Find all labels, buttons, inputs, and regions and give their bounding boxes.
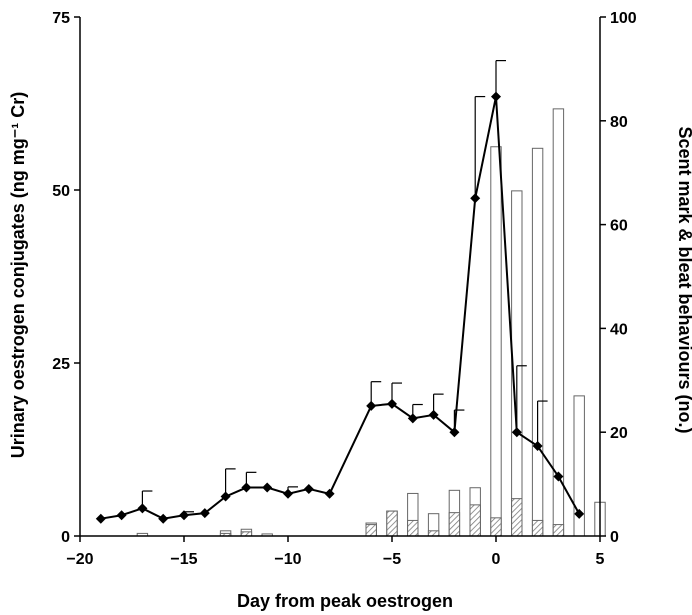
hatched-bar (469, 504, 481, 537)
line-point (511, 427, 522, 438)
hatched-bar (365, 524, 377, 537)
x-axis-label: Day from peak oestrogen (237, 591, 453, 611)
right-y-tick-label: 20 (610, 425, 628, 442)
line-point (387, 398, 397, 409)
hatched-bar (386, 510, 398, 537)
right-y-axis-label: Scent mark & bleat behaviours (no.) (675, 126, 692, 433)
hatched-bar (490, 517, 502, 537)
x-tick-label: −15 (170, 551, 197, 568)
hatched-bar (448, 512, 461, 537)
left-y-axis-label: Urinary oestrogen conjugates (ng mg⁻¹ Cr… (8, 92, 28, 459)
left-y-tick-label: 0 (61, 529, 70, 546)
hatched-bars (219, 498, 565, 537)
line-point (407, 413, 418, 424)
line-point (574, 508, 585, 519)
line-point (428, 409, 439, 420)
line-point (283, 488, 293, 499)
line-point (158, 513, 169, 524)
hatched-bar (407, 519, 419, 537)
white-bars (136, 108, 606, 537)
hatched-bar (427, 530, 440, 537)
line-point (324, 488, 335, 499)
line-point (553, 471, 564, 482)
line-point (95, 513, 106, 524)
line-point (137, 503, 148, 514)
hatched-bar (531, 519, 544, 537)
left-y-tick-label: 25 (52, 356, 70, 373)
line-point (262, 482, 273, 493)
left-y-tick-label: 75 (52, 10, 70, 27)
x-tick-label: −10 (274, 551, 301, 568)
line-path (100, 96, 581, 520)
line-point (199, 508, 210, 519)
left-y-tick-label: 50 (52, 183, 70, 200)
x-tick-label: −20 (66, 551, 93, 568)
right-y-tick-label: 60 (610, 218, 628, 235)
line-point (241, 482, 252, 493)
hatched-bar (511, 498, 523, 537)
line-point (449, 427, 460, 438)
hatched-bar (552, 524, 565, 537)
right-y-tick-label: 40 (610, 321, 628, 338)
right-y-tick-label: 100 (610, 10, 637, 27)
x-tick-label: 5 (596, 551, 605, 568)
line-point (366, 400, 377, 411)
axes (74, 16, 606, 542)
white-bar (531, 147, 544, 537)
line-point (116, 510, 127, 521)
right-y-tick-label: 80 (610, 114, 628, 131)
x-tick-label: −5 (383, 551, 401, 568)
line-point (532, 441, 543, 452)
x-tick-label: 0 (492, 551, 501, 568)
line-point (303, 483, 314, 494)
line-series (95, 91, 585, 524)
line-point (491, 91, 501, 102)
right-y-tick-label: 0 (610, 529, 619, 546)
line-point (179, 510, 189, 521)
line-point (220, 491, 231, 502)
white-bar (490, 146, 502, 537)
error-bars (141, 59, 548, 516)
line-point (470, 193, 481, 204)
